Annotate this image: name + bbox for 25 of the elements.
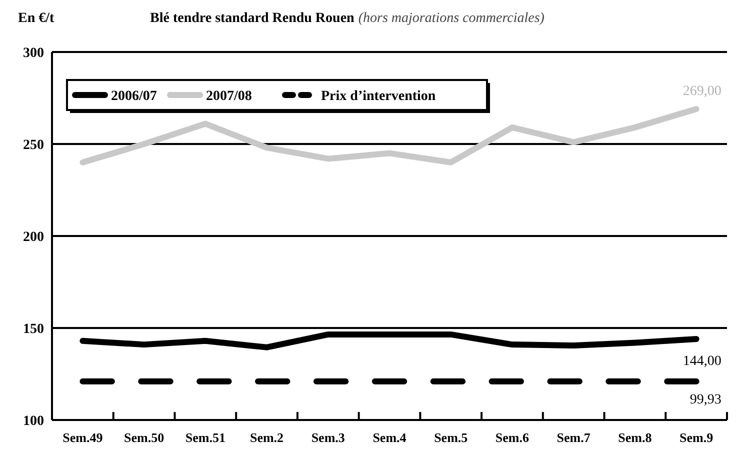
x-tick-label: Sem.8 [618,430,652,445]
x-tick-label: Sem.50 [124,430,164,445]
x-tick-label: Sem.4 [372,430,407,445]
x-tick-label: Sem.9 [680,430,714,445]
chart-title: Blé tendre standard Rendu Rouen [150,11,355,26]
x-tick-label: Sem.5 [434,430,468,445]
y-tick-label: 300 [23,46,44,61]
x-tick-label: Sem.2 [250,430,284,445]
legend-label: 2007/08 [206,89,252,104]
legend-label: Prix d’intervention [321,89,436,104]
data-label: 269,00 [682,84,722,100]
annotation: 99,93 [690,392,722,408]
y-tick-label: 250 [23,138,44,153]
y-tick-label: 200 [23,230,44,245]
legend-label: 2006/07 [111,89,157,104]
data-label: 144,00 [682,354,722,370]
x-tick-label: Sem.7 [556,430,591,445]
y-axis-title: En €/t [18,11,55,26]
x-tick-label: Sem.49 [62,430,104,445]
y-tick-label: 150 [23,322,44,337]
y-tick-label: 100 [23,414,44,429]
chart-subtitle: (hors majorations commerciales) [358,11,545,26]
x-tick-label: Sem.3 [311,430,346,445]
x-tick-label: Sem.6 [495,430,530,445]
x-tick-label: Sem.51 [185,430,226,445]
